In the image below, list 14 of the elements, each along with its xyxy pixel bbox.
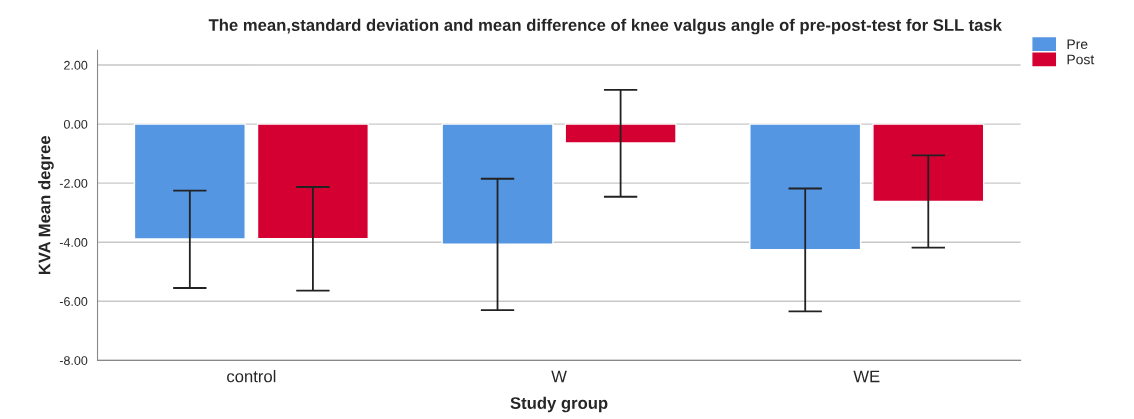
y-tick-label: -2.00: [59, 178, 88, 188]
x-axis-title: Study group: [510, 396, 608, 413]
y-tick-label: -4.00: [59, 238, 88, 247]
x-tick-label: WE: [853, 370, 880, 383]
legend-label: Pre: [1067, 39, 1088, 50]
chart-title: The mean,standard deviation and mean difference of knee valgus angle of pre-post-test for SLL task: [208, 18, 1002, 35]
x-tick-label: control: [227, 370, 276, 383]
y-tick-label: 0.00: [63, 119, 88, 129]
x-tick-label: W: [551, 370, 567, 383]
legend-label: Post: [1067, 54, 1095, 65]
y-tick-label: -8.00: [59, 356, 88, 365]
y-tick-label: -6.00: [59, 297, 88, 306]
y-tick-label: 2.00: [64, 60, 88, 70]
y-axis-title: KVA Mean degree: [38, 135, 54, 275]
